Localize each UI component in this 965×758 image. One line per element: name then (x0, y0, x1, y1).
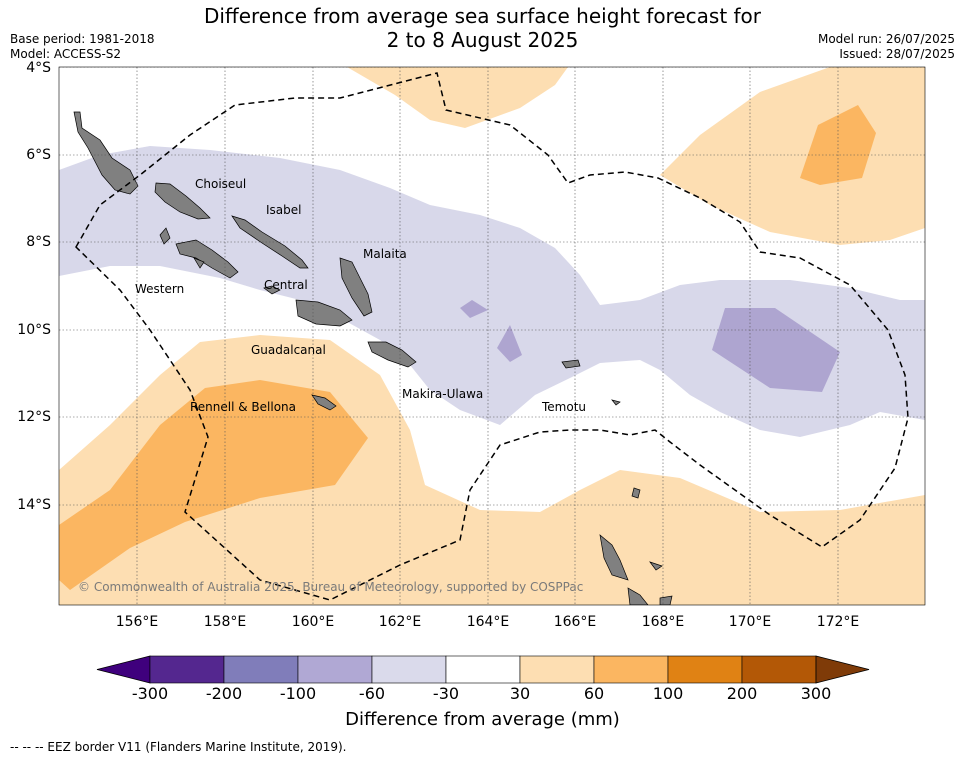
island-malaita (339, 257, 373, 317)
title-line-2: 2 to 8 August 2025 (386, 28, 579, 52)
island-small-3 (611, 399, 621, 406)
colorbar-label: -200 (205, 684, 243, 703)
island-rennell (311, 394, 337, 411)
lon-tick: 158°E (203, 614, 247, 630)
island-santa-cruz (561, 359, 581, 369)
gridlines (59, 67, 925, 605)
colorbar-segment (741, 655, 817, 684)
colorbar-segment (667, 655, 743, 684)
island-new-georgia (175, 239, 239, 279)
colorbar-label: -60 (358, 684, 386, 703)
place-label-malaita: Malaita (363, 247, 407, 261)
model-run: Model run: 26/07/2025 (817, 32, 955, 46)
place-label-choiseul: Choiseul (195, 177, 247, 191)
metadata-left: Base period: 1981-2018 Model: ACCESS-S2 (10, 32, 155, 62)
metadata-right: Model run: 26/07/2025 Issued: 28/07/2025 (818, 32, 955, 62)
place-label-guadalcanal: Guadalcanal (251, 343, 326, 357)
place-label-makira-ulawa: Makira-Ulawa (402, 387, 484, 401)
base-period: Base period: 1981-2018 (10, 32, 155, 46)
map-frame (58, 66, 926, 606)
anomaly-positive-north (347, 67, 568, 128)
island-small-5 (193, 257, 205, 269)
anomaly-negative-band (59, 146, 925, 437)
lat-tick: 10°S (17, 322, 51, 338)
island-malakula (627, 587, 649, 605)
island-guadalcanal (295, 299, 353, 327)
colorbar-label: 200 (726, 684, 758, 703)
colorbar-segment (223, 655, 299, 684)
lon-tick: 162°E (378, 614, 422, 630)
lat-tick: 6°S (26, 147, 51, 163)
island-choiseul (154, 182, 211, 220)
lon-tick: 172°E (816, 614, 860, 630)
colorbar-label: 300 (800, 684, 832, 703)
island-makira (367, 341, 417, 368)
lat-tick: 14°S (17, 497, 51, 513)
colorbar-label: 100 (652, 684, 684, 703)
colorbar-label: 30 (509, 684, 531, 703)
title-line-1: Difference from average sea surface heig… (203, 4, 762, 28)
lon-tick: 170°E (728, 614, 772, 630)
colorbar-label: -30 (432, 684, 460, 703)
island-small-2 (649, 561, 663, 571)
issued-date: Issued: 28/07/2025 (839, 47, 955, 61)
lat-tick: 4°S (26, 60, 51, 76)
colorbar-segment (519, 655, 595, 684)
lon-tick: 164°E (466, 614, 510, 630)
place-label-isabel: Isabel (266, 203, 302, 217)
colorbar-label: 60 (583, 684, 605, 703)
anomaly-negative-core-small (497, 325, 522, 362)
colorbar-title: Difference from average (mm) (345, 709, 620, 730)
colorbar-arrow-low (96, 655, 151, 684)
island-vella (159, 227, 171, 245)
island-small-1 (631, 487, 641, 499)
lon-tick: 160°E (291, 614, 335, 630)
island-central (263, 285, 281, 295)
colorbar-arrow-high (815, 655, 870, 684)
colorbar-segment (445, 655, 521, 684)
colorbar-label: -300 (131, 684, 169, 703)
island-bougainville (73, 111, 139, 195)
place-label-central: Central (264, 278, 308, 292)
lon-tick: 168°E (641, 614, 685, 630)
map-area (59, 67, 925, 605)
lon-tick: 166°E (553, 614, 597, 630)
lon-tick: 156°E (115, 614, 159, 630)
colorbar-segment (593, 655, 669, 684)
colorbar-segment (149, 655, 225, 684)
place-label-temotu: Temotu (542, 400, 587, 414)
place-label-rennell-bellona: Rennell & Bellona (190, 400, 297, 414)
map-title: Difference from average sea surface heig… (0, 4, 965, 52)
lat-tick: 8°S (26, 234, 51, 250)
lat-tick: 12°S (17, 409, 51, 425)
colorbar-label: -100 (279, 684, 317, 703)
copyright-notice: © Commonwealth of Australia 2025, Bureau… (78, 580, 584, 594)
colorbar-segment (297, 655, 373, 684)
island-espiritu-santo (599, 534, 629, 581)
anomaly-negative-core-east (712, 308, 840, 392)
colorbar-segment (371, 655, 447, 684)
anomaly-negative-core-tiny (460, 300, 488, 318)
model-name: Model: ACCESS-S2 (10, 47, 122, 61)
anomaly-positive-southwest-core (59, 380, 368, 590)
eez-legend-note: -- -- -- EEZ border V11 (Flanders Marine… (10, 740, 347, 754)
place-label-western: Western (135, 282, 185, 296)
